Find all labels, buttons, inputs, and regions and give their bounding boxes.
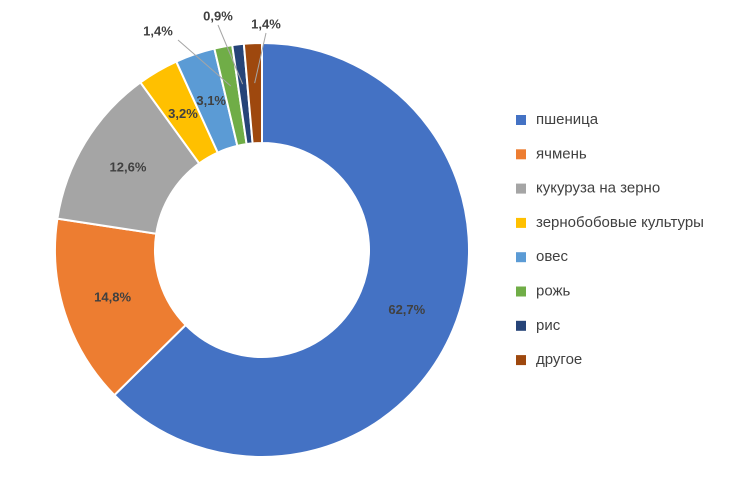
legend-swatch <box>516 252 526 263</box>
data-label: 14,8% <box>94 290 131 305</box>
legend-label: зернобобовые культуры <box>536 214 704 231</box>
data-label: 3,2% <box>168 106 198 121</box>
donut-slice <box>242 41 263 145</box>
donut-slice <box>54 217 188 397</box>
legend-swatch <box>516 320 526 331</box>
legend-swatch <box>516 115 526 125</box>
legend-swatch <box>516 286 526 297</box>
legend-swatch <box>516 217 526 228</box>
legend-label: рожь <box>536 282 571 299</box>
leader-line <box>177 39 232 87</box>
data-label: 62,7% <box>388 302 425 317</box>
data-label: 3,1% <box>196 93 226 108</box>
data-label: 0,9% <box>203 8 233 23</box>
legend-label: ячмень <box>536 145 587 162</box>
data-label: 12,6% <box>110 160 147 175</box>
legend-label: пшеница <box>536 111 599 128</box>
donut-slice <box>112 41 470 458</box>
legend-label: кукуруза на зерно <box>536 180 660 197</box>
legend-swatch <box>516 183 526 194</box>
legend-label: овес <box>536 248 568 265</box>
legend-swatch <box>516 149 526 160</box>
legend-label: другое <box>536 351 582 368</box>
legend-label: рис <box>536 317 561 334</box>
data-label: 1,4% <box>251 16 281 31</box>
legend-swatch <box>516 355 526 366</box>
leader-line <box>217 24 244 85</box>
leader-line <box>254 32 267 84</box>
data-label: 1,4% <box>143 23 173 38</box>
